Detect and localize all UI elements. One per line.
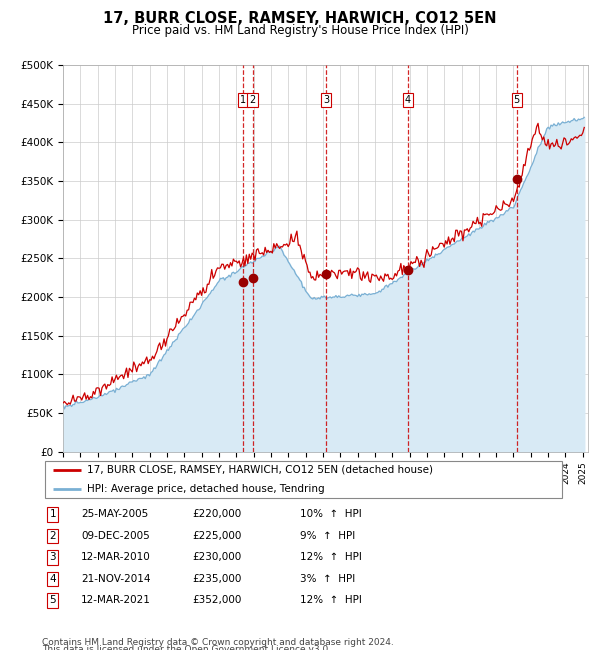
Text: 4: 4 [404, 95, 410, 105]
Text: This data is licensed under the Open Government Licence v3.0.: This data is licensed under the Open Gov… [42, 645, 331, 650]
Text: Contains HM Land Registry data © Crown copyright and database right 2024.: Contains HM Land Registry data © Crown c… [42, 638, 394, 647]
Text: 3: 3 [49, 552, 56, 562]
Text: 5: 5 [514, 95, 520, 105]
Text: 3: 3 [323, 95, 329, 105]
Text: 2: 2 [49, 531, 56, 541]
Text: £235,000: £235,000 [192, 574, 241, 584]
Text: 12%  ↑  HPI: 12% ↑ HPI [300, 552, 362, 562]
Text: Price paid vs. HM Land Registry's House Price Index (HPI): Price paid vs. HM Land Registry's House … [131, 24, 469, 37]
Text: 25-MAY-2005: 25-MAY-2005 [81, 510, 148, 519]
Text: 09-DEC-2005: 09-DEC-2005 [81, 531, 150, 541]
Text: 12-MAR-2010: 12-MAR-2010 [81, 552, 151, 562]
Text: 3%  ↑  HPI: 3% ↑ HPI [300, 574, 355, 584]
Text: 21-NOV-2014: 21-NOV-2014 [81, 574, 151, 584]
Text: 9%  ↑  HPI: 9% ↑ HPI [300, 531, 355, 541]
Text: 5: 5 [49, 595, 56, 605]
Text: 1: 1 [49, 510, 56, 519]
Text: HPI: Average price, detached house, Tendring: HPI: Average price, detached house, Tend… [86, 484, 324, 494]
Text: 12-MAR-2021: 12-MAR-2021 [81, 595, 151, 605]
Text: 12%  ↑  HPI: 12% ↑ HPI [300, 595, 362, 605]
FancyBboxPatch shape [44, 460, 562, 498]
Text: £352,000: £352,000 [192, 595, 241, 605]
Text: £220,000: £220,000 [192, 510, 241, 519]
Text: 17, BURR CLOSE, RAMSEY, HARWICH, CO12 5EN (detached house): 17, BURR CLOSE, RAMSEY, HARWICH, CO12 5E… [86, 465, 433, 474]
Text: 1: 1 [240, 95, 246, 105]
Text: £225,000: £225,000 [192, 531, 241, 541]
Text: 17, BURR CLOSE, RAMSEY, HARWICH, CO12 5EN: 17, BURR CLOSE, RAMSEY, HARWICH, CO12 5E… [103, 11, 497, 26]
Text: 10%  ↑  HPI: 10% ↑ HPI [300, 510, 362, 519]
Text: 2: 2 [250, 95, 256, 105]
Text: 4: 4 [49, 574, 56, 584]
Text: £230,000: £230,000 [192, 552, 241, 562]
